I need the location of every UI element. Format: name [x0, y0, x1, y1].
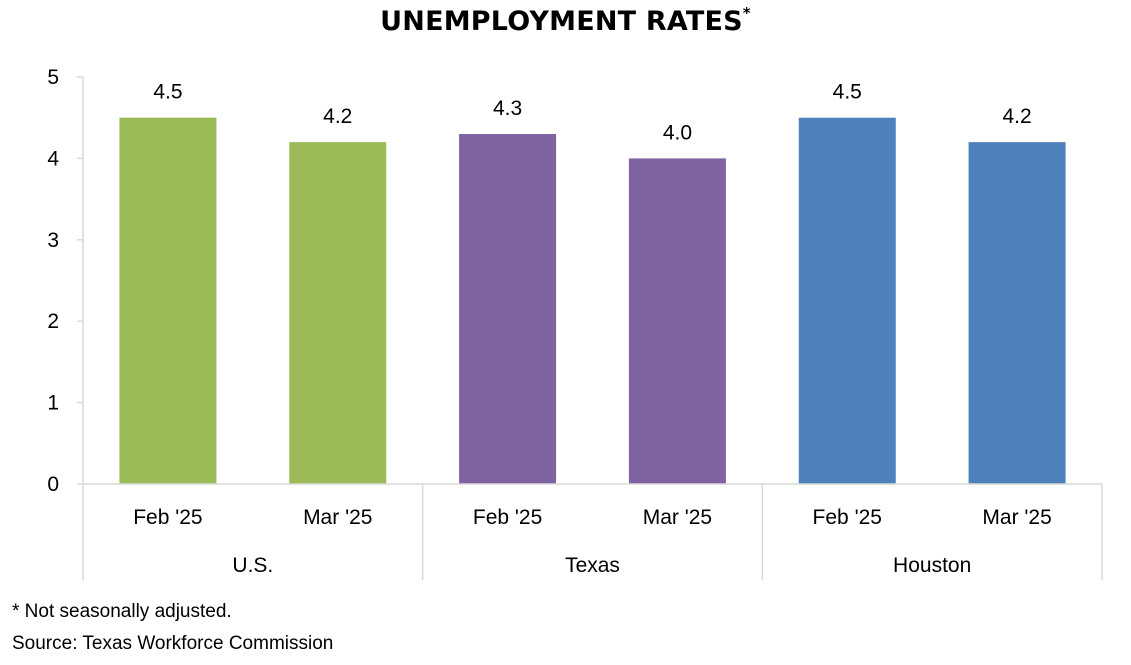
- y-tick-label: 5: [47, 66, 59, 89]
- chart-title: UNEMPLOYMENT RATES*: [0, 4, 1131, 37]
- data-label: 4.0: [663, 121, 692, 144]
- source-note: Source: Texas Workforce Commission: [12, 633, 334, 654]
- y-tick-label: 3: [47, 229, 59, 252]
- y-axis: 0 1 2 3 4 5: [47, 66, 84, 496]
- x-group-label: Houston: [893, 554, 971, 577]
- x-group-label: U.S.: [232, 554, 273, 577]
- bar: [459, 133, 557, 485]
- title-footnote-marker: *: [742, 4, 751, 22]
- chart-title-text: UNEMPLOYMENT RATES: [380, 6, 743, 37]
- footnote-not-seasonally-adjusted: * Not seasonally adjusted.: [12, 601, 232, 622]
- x-category-label: Mar '25: [982, 506, 1051, 529]
- data-label: 4.2: [1002, 105, 1031, 128]
- data-label: 4.2: [323, 105, 352, 128]
- x-group-label: Texas: [565, 554, 620, 577]
- x-category-label: Feb '25: [813, 506, 882, 529]
- data-label: 4.5: [833, 81, 862, 104]
- x-category-label: Mar '25: [303, 506, 372, 529]
- bar: [628, 158, 726, 484]
- x-axis: Feb '25 Mar '25 U.S. Feb '25 Mar '25 Texas Feb…: [82, 483, 1103, 580]
- data-label: 4.3: [493, 97, 522, 120]
- y-tick-label: 2: [47, 310, 59, 333]
- x-category-label: Feb '25: [133, 506, 202, 529]
- bar: [968, 142, 1066, 484]
- x-category-label: Feb '25: [473, 506, 542, 529]
- bar: [119, 117, 217, 484]
- x-category-label: Mar '25: [643, 506, 712, 529]
- bar: [289, 142, 387, 484]
- data-label: 4.5: [153, 81, 182, 104]
- bars: 4.5 4.2 4.3 4.0 4.5 4.2: [119, 81, 1066, 485]
- bar: [798, 117, 896, 484]
- y-tick-label: 4: [47, 147, 59, 170]
- y-tick-label: 0: [47, 473, 59, 496]
- y-tick-label: 1: [47, 392, 59, 415]
